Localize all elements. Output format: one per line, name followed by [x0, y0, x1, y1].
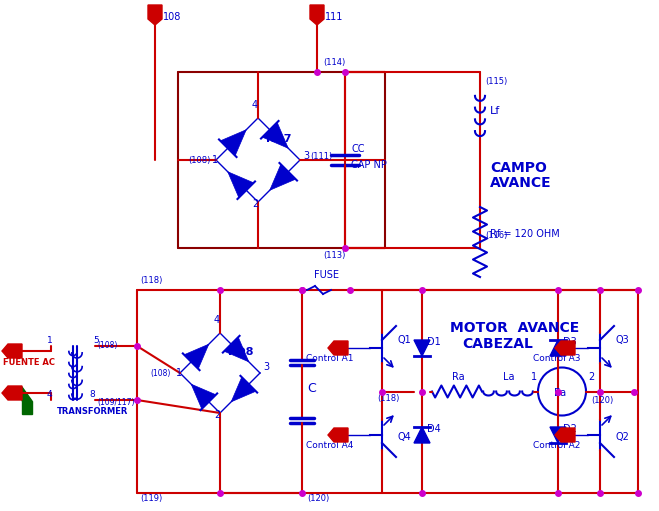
- Polygon shape: [220, 130, 246, 156]
- Polygon shape: [224, 337, 249, 362]
- Text: AVANCE: AVANCE: [490, 176, 552, 190]
- Text: CAP NP: CAP NP: [351, 160, 387, 170]
- Text: Control A2: Control A2: [533, 441, 581, 450]
- Text: 1: 1: [531, 371, 537, 382]
- Text: 2: 2: [252, 199, 258, 209]
- Text: (120): (120): [307, 494, 330, 503]
- Polygon shape: [414, 340, 430, 356]
- Text: Ea: Ea: [554, 388, 566, 399]
- Text: (119): (119): [140, 494, 162, 503]
- Text: 2: 2: [214, 410, 220, 420]
- Polygon shape: [414, 427, 430, 443]
- Text: C: C: [307, 382, 316, 394]
- Polygon shape: [2, 344, 22, 358]
- Text: D4: D4: [427, 424, 441, 434]
- Text: 5: 5: [93, 336, 99, 345]
- Polygon shape: [148, 5, 162, 25]
- Text: (118): (118): [377, 394, 399, 404]
- Text: (108): (108): [150, 369, 171, 378]
- Text: CABEZAL: CABEZAL: [462, 337, 533, 351]
- Text: D1: D1: [427, 337, 441, 347]
- Text: RD8: RD8: [228, 347, 254, 357]
- Text: (116): (116): [485, 231, 507, 240]
- Text: CAMPO: CAMPO: [490, 161, 547, 175]
- Polygon shape: [184, 344, 209, 369]
- Text: La: La: [503, 371, 515, 382]
- Text: (120): (120): [591, 397, 614, 406]
- Text: Q1: Q1: [397, 335, 411, 345]
- Text: Q3: Q3: [615, 335, 629, 345]
- Polygon shape: [270, 165, 296, 190]
- Text: (118): (118): [140, 276, 162, 285]
- Text: RD7: RD7: [266, 134, 291, 144]
- Text: Control A4: Control A4: [306, 441, 353, 450]
- Text: 4: 4: [47, 390, 53, 399]
- Polygon shape: [555, 341, 575, 355]
- Text: (114): (114): [323, 58, 345, 67]
- Polygon shape: [550, 427, 566, 443]
- Text: 8: 8: [89, 390, 95, 399]
- Text: 3: 3: [263, 362, 269, 372]
- Text: Ra: Ra: [452, 371, 465, 382]
- Text: FUSE: FUSE: [314, 270, 339, 280]
- Polygon shape: [328, 428, 348, 442]
- Text: 4: 4: [252, 100, 258, 110]
- Text: 1: 1: [47, 336, 53, 345]
- Text: 108: 108: [163, 12, 181, 22]
- Text: 1: 1: [212, 155, 218, 165]
- Text: MOTOR  AVANCE: MOTOR AVANCE: [450, 321, 579, 335]
- Polygon shape: [310, 5, 324, 25]
- Text: D3: D3: [563, 337, 577, 347]
- Text: Control A1: Control A1: [306, 354, 353, 363]
- Polygon shape: [328, 341, 348, 355]
- Text: (108): (108): [188, 155, 210, 165]
- Text: (115): (115): [485, 77, 507, 86]
- Text: Q4: Q4: [397, 432, 411, 442]
- Polygon shape: [2, 386, 22, 400]
- Text: Lf: Lf: [490, 105, 500, 115]
- Polygon shape: [555, 428, 575, 442]
- Text: D2: D2: [563, 424, 577, 434]
- Text: (113): (113): [323, 251, 345, 260]
- Polygon shape: [228, 172, 254, 198]
- Text: (108): (108): [97, 341, 117, 350]
- Text: (111): (111): [310, 151, 332, 160]
- Text: CC: CC: [351, 144, 364, 154]
- Text: Control A3: Control A3: [533, 354, 581, 363]
- Text: 111: 111: [325, 12, 343, 22]
- Polygon shape: [22, 387, 32, 401]
- Text: 4: 4: [214, 315, 220, 325]
- Text: 2: 2: [588, 371, 594, 382]
- Text: FUENTE AC: FUENTE AC: [3, 358, 55, 367]
- Text: (109/117): (109/117): [97, 398, 134, 407]
- Text: 3: 3: [303, 151, 309, 161]
- Polygon shape: [22, 401, 32, 414]
- Text: TRANSFORMER: TRANSFORMER: [57, 407, 129, 416]
- Text: Rf = 120 OHM: Rf = 120 OHM: [490, 229, 559, 239]
- Text: 1: 1: [176, 368, 182, 378]
- Polygon shape: [191, 384, 216, 409]
- Polygon shape: [262, 122, 288, 148]
- Text: Q2: Q2: [615, 432, 629, 442]
- Polygon shape: [231, 377, 256, 402]
- Polygon shape: [550, 340, 566, 356]
